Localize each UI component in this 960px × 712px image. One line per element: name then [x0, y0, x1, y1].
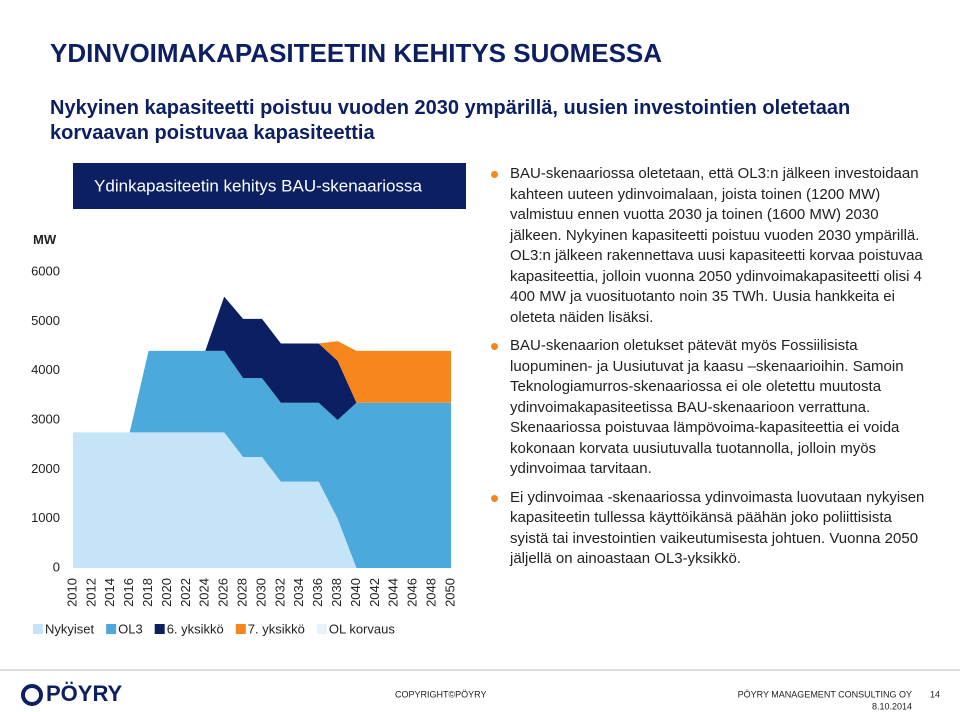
x-tick-label: 2018 [140, 578, 155, 607]
x-tick-label: 2048 [424, 578, 439, 607]
legend-label: Nykyiset [45, 621, 95, 636]
area [73, 350, 451, 568]
y-tick-label: 1000 [31, 510, 60, 525]
bullet: BAU-skenaarion oletukset pätevät myös Fo… [490, 336, 930, 480]
chart-title: Ydinkapasiteetin kehitys BAU-skenaarioss… [94, 176, 422, 195]
x-tick-label: 2024 [197, 578, 212, 607]
legend-swatch [316, 624, 327, 634]
y-tick-label: 5000 [31, 313, 60, 328]
logo-icon [21, 684, 43, 706]
x-tick-label: 2044 [386, 578, 401, 607]
x-tick-label: 2034 [291, 578, 306, 607]
x-tick-label: 2032 [272, 578, 287, 607]
y-tick-label: 6000 [31, 263, 60, 278]
y-tick-label: 3000 [31, 411, 60, 426]
y-tick-label: 2000 [31, 461, 60, 476]
x-tick-label: 2010 [64, 578, 79, 607]
y-axis-label: MW [33, 232, 57, 247]
bullet: BAU-skenaariossa oletetaan, että OL3:n j… [490, 164, 930, 328]
legend-swatch [235, 624, 246, 634]
bullet-list: BAU-skenaariossa oletetaan, että OL3:n j… [490, 164, 930, 578]
bullet: Ei ydinvoimaa -skenaariossa ydinvoimasta… [490, 488, 930, 570]
chart-title-box [73, 163, 466, 209]
x-tick-label: 2038 [329, 578, 344, 607]
slide-title: YDINVOIMAKAPASITEETIN KEHITYS SUOMESSA [50, 38, 663, 68]
area [73, 296, 451, 433]
x-tick-label: 2028 [235, 578, 250, 607]
page-number: 14 [930, 689, 940, 699]
x-tick-label: 2046 [405, 578, 420, 607]
y-tick-label: 0 [53, 559, 60, 574]
area [73, 432, 451, 568]
footer-company: PÖYRY MANAGEMENT CONSULTING OY [738, 689, 912, 699]
legend-swatch [154, 624, 165, 634]
legend-label: OL3 [118, 621, 143, 636]
x-tick-label: 2040 [348, 578, 363, 607]
legend-swatch [106, 624, 117, 634]
slide-subtitle: Nykyinen kapasiteetti poistuu vuoden 203… [50, 97, 851, 144]
x-tick-label: 2030 [253, 578, 268, 607]
legend-label: 7. yksikkö [248, 621, 305, 636]
footer-copyright: COPYRIGHT©PÖYRY [395, 689, 486, 699]
x-tick-label: 2014 [102, 578, 117, 607]
area [73, 296, 451, 433]
x-tick-label: 2016 [121, 578, 136, 607]
x-tick-label: 2012 [83, 578, 98, 607]
x-tick-label: 2050 [442, 578, 457, 607]
legend-label: 6. yksikkö [167, 621, 224, 636]
x-tick-label: 2020 [159, 578, 174, 607]
x-tick-label: 2036 [310, 578, 325, 607]
footer-date: 8.10.2014 [872, 701, 912, 711]
x-tick-label: 2042 [367, 578, 382, 607]
x-tick-label: 2022 [178, 578, 193, 607]
legend-label: OL korvaus [329, 621, 395, 636]
y-tick-label: 4000 [31, 362, 60, 377]
legend-swatch [33, 624, 43, 634]
x-tick-label: 2026 [216, 578, 231, 607]
footer-logo: PÖYRY [46, 681, 123, 706]
